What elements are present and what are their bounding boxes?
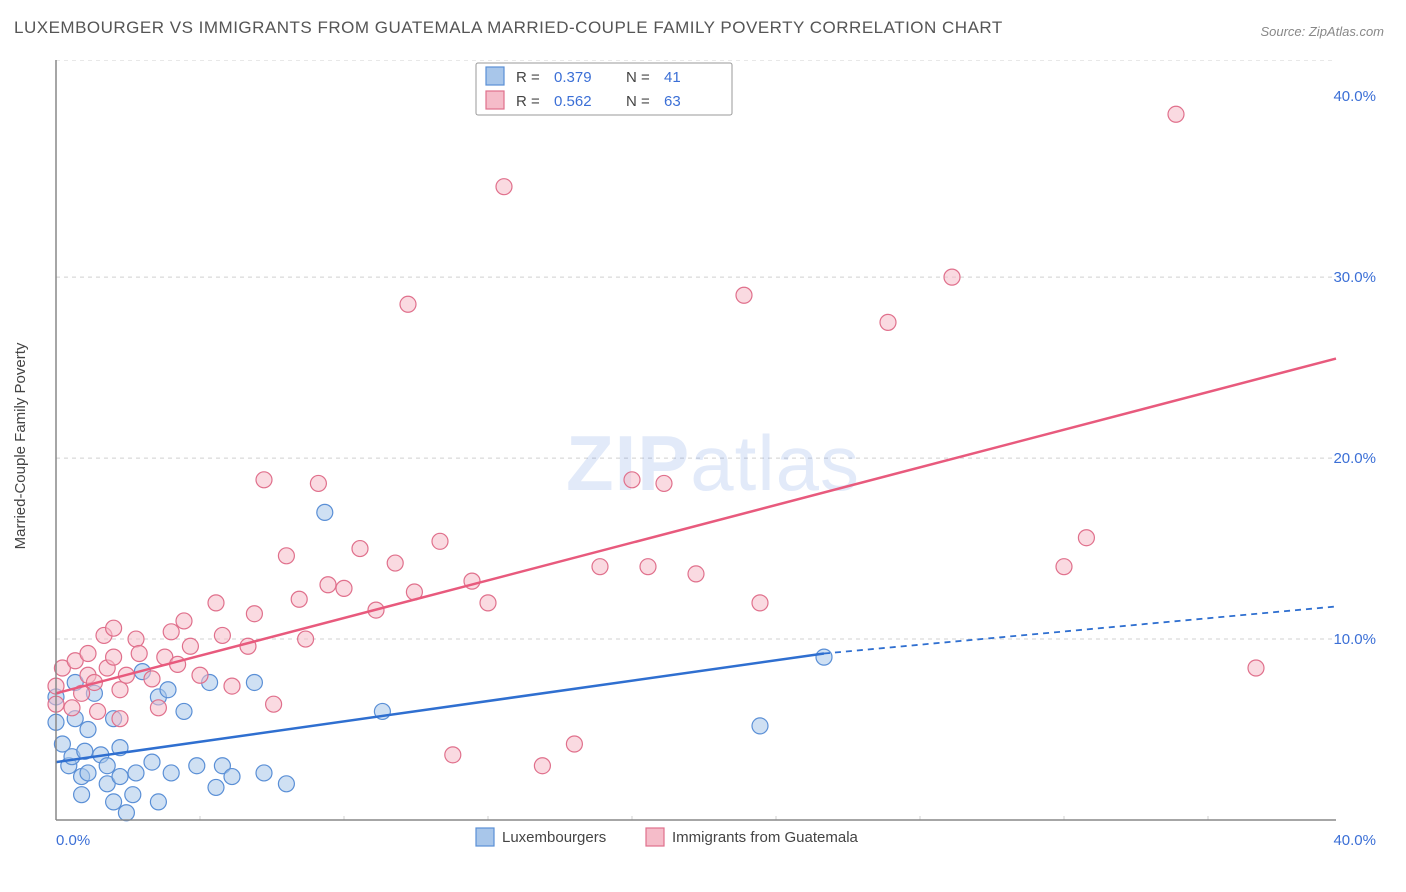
data-point bbox=[150, 700, 166, 716]
data-point bbox=[128, 631, 144, 647]
data-point bbox=[144, 671, 160, 687]
data-point bbox=[1168, 106, 1184, 122]
y-tick-labels: 10.0% 20.0% 30.0% 40.0% bbox=[1333, 88, 1376, 648]
data-point bbox=[400, 296, 416, 312]
chart-title: LUXEMBOURGER VS IMMIGRANTS FROM GUATEMAL… bbox=[14, 18, 1003, 38]
data-point bbox=[64, 700, 80, 716]
data-point bbox=[320, 577, 336, 593]
data-point bbox=[208, 595, 224, 611]
data-point bbox=[106, 620, 122, 636]
data-point bbox=[387, 555, 403, 571]
data-point bbox=[182, 638, 198, 654]
source-label: Source: ZipAtlas.com bbox=[1260, 24, 1384, 39]
data-point bbox=[112, 711, 128, 727]
data-point bbox=[432, 533, 448, 549]
svg-text:30.0%: 30.0% bbox=[1333, 269, 1376, 286]
data-point bbox=[816, 649, 832, 665]
data-point bbox=[224, 678, 240, 694]
svg-text:63: 63 bbox=[664, 93, 681, 110]
data-point bbox=[656, 475, 672, 491]
data-point bbox=[160, 682, 176, 698]
data-point bbox=[534, 758, 550, 774]
data-point bbox=[1248, 660, 1264, 676]
data-point bbox=[266, 696, 282, 712]
svg-text:40.0%: 40.0% bbox=[1333, 832, 1376, 849]
data-point bbox=[944, 269, 960, 285]
data-point bbox=[278, 548, 294, 564]
data-point bbox=[150, 794, 166, 810]
correlation-legend: R = 0.379 N = 41 R = 0.562 N = 63 bbox=[476, 63, 732, 115]
svg-text:0.562: 0.562 bbox=[554, 93, 592, 110]
data-point bbox=[310, 475, 326, 491]
data-point bbox=[480, 595, 496, 611]
svg-text:Luxembourgers: Luxembourgers bbox=[502, 829, 606, 846]
data-point bbox=[106, 649, 122, 665]
plot-area: ZIPatlas 10.0%20.0%30.0%40.0% 0.0%40.0% … bbox=[46, 60, 1380, 850]
data-point bbox=[131, 646, 147, 662]
svg-text:N =: N = bbox=[626, 69, 650, 86]
data-point bbox=[176, 703, 192, 719]
data-point bbox=[214, 627, 230, 643]
svg-text:R =: R = bbox=[516, 69, 540, 86]
data-point bbox=[1056, 559, 1072, 575]
data-point bbox=[74, 787, 90, 803]
data-point bbox=[163, 624, 179, 640]
y-axis-label: Married-Couple Family Poverty bbox=[12, 343, 29, 550]
data-point bbox=[99, 758, 115, 774]
data-point bbox=[736, 287, 752, 303]
data-point bbox=[192, 667, 208, 683]
chart-svg: ZIPatlas 10.0%20.0%30.0%40.0% 0.0%40.0% … bbox=[46, 60, 1380, 850]
svg-text:Immigrants from Guatemala: Immigrants from Guatemala bbox=[672, 829, 859, 846]
data-point bbox=[128, 765, 144, 781]
data-point bbox=[640, 559, 656, 575]
data-point bbox=[624, 472, 640, 488]
data-point bbox=[688, 566, 704, 582]
data-point bbox=[445, 747, 461, 763]
data-point bbox=[106, 794, 122, 810]
data-point bbox=[1078, 530, 1094, 546]
svg-text:0.379: 0.379 bbox=[554, 69, 592, 86]
data-point bbox=[317, 504, 333, 520]
data-point bbox=[352, 541, 368, 557]
chart-container: LUXEMBOURGER VS IMMIGRANTS FROM GUATEMAL… bbox=[0, 0, 1406, 892]
data-point bbox=[880, 314, 896, 330]
data-point bbox=[256, 765, 272, 781]
data-point bbox=[566, 736, 582, 752]
svg-text:41: 41 bbox=[664, 69, 681, 86]
data-point bbox=[224, 769, 240, 785]
svg-text:0.0%: 0.0% bbox=[56, 832, 90, 849]
data-point bbox=[246, 606, 262, 622]
data-point bbox=[80, 765, 96, 781]
data-point bbox=[336, 580, 352, 596]
data-point bbox=[246, 674, 262, 690]
data-point bbox=[118, 805, 134, 821]
data-point bbox=[144, 754, 160, 770]
data-point bbox=[592, 559, 608, 575]
data-point bbox=[496, 179, 512, 195]
data-point bbox=[80, 722, 96, 738]
svg-text:R =: R = bbox=[516, 93, 540, 110]
data-point bbox=[163, 765, 179, 781]
data-point bbox=[125, 787, 141, 803]
svg-text:40.0%: 40.0% bbox=[1333, 88, 1376, 105]
data-point bbox=[90, 703, 106, 719]
data-point bbox=[752, 595, 768, 611]
svg-text:10.0%: 10.0% bbox=[1333, 631, 1376, 648]
data-point bbox=[256, 472, 272, 488]
data-point bbox=[291, 591, 307, 607]
data-point bbox=[298, 631, 314, 647]
data-point bbox=[112, 682, 128, 698]
data-point bbox=[112, 769, 128, 785]
data-point bbox=[752, 718, 768, 734]
series-legend: Luxembourgers Immigrants from Guatemala bbox=[476, 828, 859, 846]
svg-text:20.0%: 20.0% bbox=[1333, 450, 1376, 467]
data-point bbox=[80, 646, 96, 662]
data-point bbox=[176, 613, 192, 629]
data-point bbox=[189, 758, 205, 774]
svg-text:N =: N = bbox=[626, 93, 650, 110]
data-point bbox=[208, 779, 224, 795]
data-point bbox=[278, 776, 294, 792]
